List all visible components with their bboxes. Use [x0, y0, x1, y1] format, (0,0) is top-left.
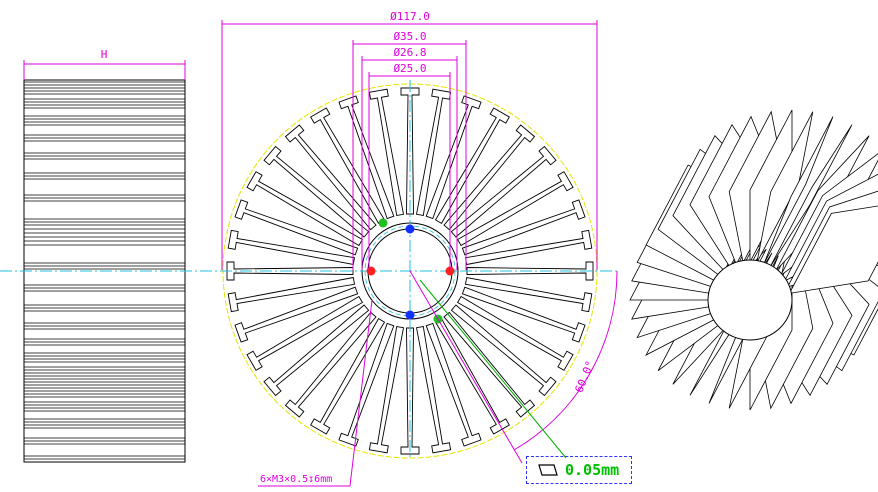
- fin: [464, 276, 593, 313]
- front-view: [200, 80, 620, 460]
- side-view: [0, 79, 200, 463]
- angle-dimension: [409, 270, 618, 464]
- mounting-hole-marker: [366, 266, 376, 276]
- diameter-35-label: Ø35.0: [393, 30, 426, 43]
- thread-callout-label: 6×M3×0.5↧6mm: [260, 474, 332, 485]
- fin: [368, 325, 405, 454]
- mounting-hole-marker: [405, 224, 415, 234]
- fin: [456, 171, 574, 247]
- iso-bore: [707, 259, 793, 341]
- diameter-117-label: Ø117.0: [390, 10, 430, 23]
- fin: [425, 95, 482, 220]
- angle-label: 60.0°: [573, 359, 597, 395]
- fin: [434, 107, 510, 225]
- iso-fin: [756, 111, 814, 263]
- fin: [415, 88, 452, 217]
- fin: [226, 261, 354, 281]
- fin: [310, 317, 386, 435]
- fin: [461, 286, 586, 343]
- diameter-dimensions: [221, 20, 598, 270]
- mounting-hole-marker: [405, 310, 415, 320]
- fin: [263, 145, 370, 238]
- iso-fin: [769, 124, 853, 268]
- iso-fin: [788, 205, 878, 294]
- fin: [443, 124, 536, 231]
- fin: [338, 322, 395, 447]
- flatness-icon: [538, 464, 558, 476]
- fin: [234, 286, 359, 343]
- fin: [450, 145, 557, 238]
- fin: [338, 95, 395, 220]
- flatness-value: 0.05mm: [565, 461, 620, 479]
- fin: [227, 229, 356, 266]
- fin: [456, 295, 574, 371]
- fin: [284, 124, 377, 231]
- width-dimension: [23, 60, 186, 80]
- mounting-hole-marker: [445, 266, 455, 276]
- fin: [466, 261, 594, 281]
- mounting-hole-marker: [378, 218, 388, 228]
- flatness-tolerance-frame: 0.05mm: [526, 456, 632, 484]
- fin: [434, 317, 510, 435]
- fin: [415, 325, 452, 454]
- diameter-26-8-label: Ø26.8: [393, 46, 426, 59]
- fin: [284, 311, 377, 418]
- fin: [461, 199, 586, 256]
- fin: [263, 304, 370, 397]
- fin: [234, 199, 359, 256]
- isometric-view: [629, 109, 878, 411]
- width-label: H: [101, 48, 108, 61]
- tolerance-leader: [419, 279, 567, 459]
- diameter-25-label: Ø25.0: [393, 62, 426, 75]
- fin: [246, 295, 364, 371]
- iso-fin: [763, 116, 834, 265]
- fin: [400, 327, 420, 455]
- thread-callout-leader: [258, 299, 373, 487]
- fin: [450, 304, 557, 397]
- fin: [246, 171, 364, 247]
- fin: [227, 276, 356, 313]
- fin: [464, 229, 593, 266]
- fin: [310, 107, 386, 225]
- fin: [400, 87, 420, 215]
- fin: [425, 322, 482, 447]
- fin: [443, 311, 536, 418]
